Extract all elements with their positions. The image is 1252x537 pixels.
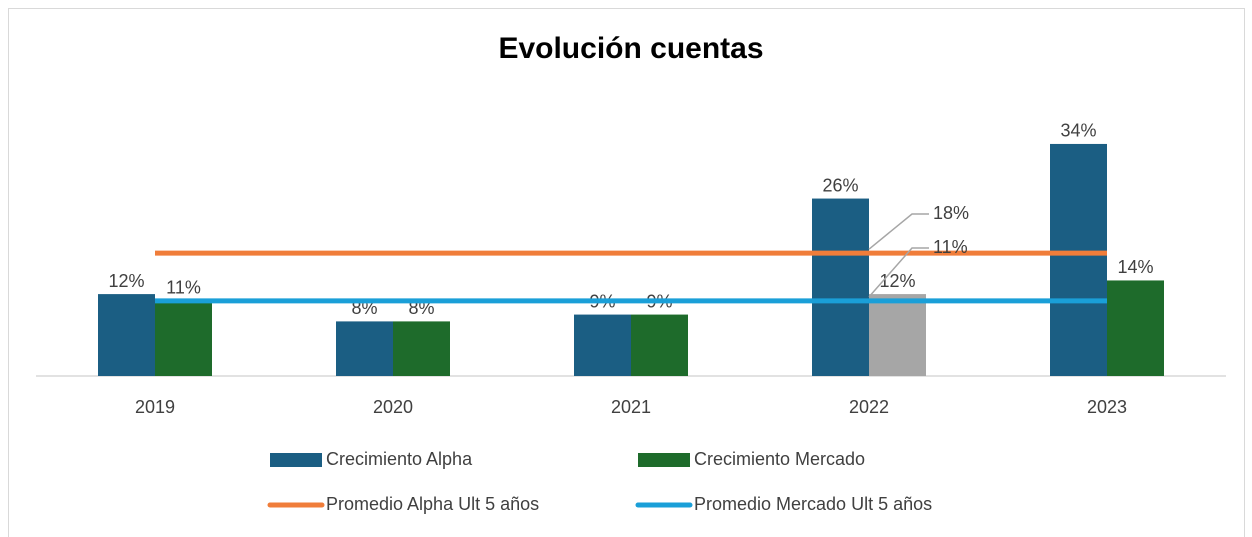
x-tick-label: 2021 (611, 397, 651, 417)
legend-swatch (270, 453, 322, 467)
legend-label: Promedio Alpha Ult 5 años (326, 494, 539, 514)
x-tick-label: 2020 (373, 397, 413, 417)
x-tick-label: 2023 (1087, 397, 1127, 417)
data-label: 34% (1060, 121, 1096, 141)
data-label: 12% (879, 271, 915, 291)
bar (336, 321, 393, 376)
leader-line (868, 247, 929, 298)
bar (155, 300, 212, 376)
bar (393, 321, 450, 376)
bar (574, 314, 631, 376)
legend-swatch (638, 453, 690, 467)
legend-label: Crecimiento Alpha (326, 449, 473, 469)
legend-label: Promedio Mercado Ult 5 años (694, 494, 932, 514)
x-tick-label: 2022 (849, 397, 889, 417)
bar (812, 198, 869, 376)
bar (98, 294, 155, 376)
leader-line (868, 213, 929, 250)
data-label: 26% (822, 175, 858, 195)
bar (631, 314, 688, 376)
bar (1050, 143, 1107, 376)
chart-title: Evolución cuentas (498, 32, 763, 65)
data-label: 18% (933, 203, 969, 223)
data-label: 11% (166, 278, 201, 298)
bar (1107, 280, 1164, 376)
data-label: 14% (1117, 257, 1153, 277)
chart-border (8, 8, 1245, 537)
legend-label: Crecimiento Mercado (694, 449, 865, 469)
data-label: 12% (108, 271, 144, 291)
bar (869, 294, 926, 376)
data-label: 11% (933, 237, 968, 257)
x-tick-label: 2019 (135, 397, 175, 417)
